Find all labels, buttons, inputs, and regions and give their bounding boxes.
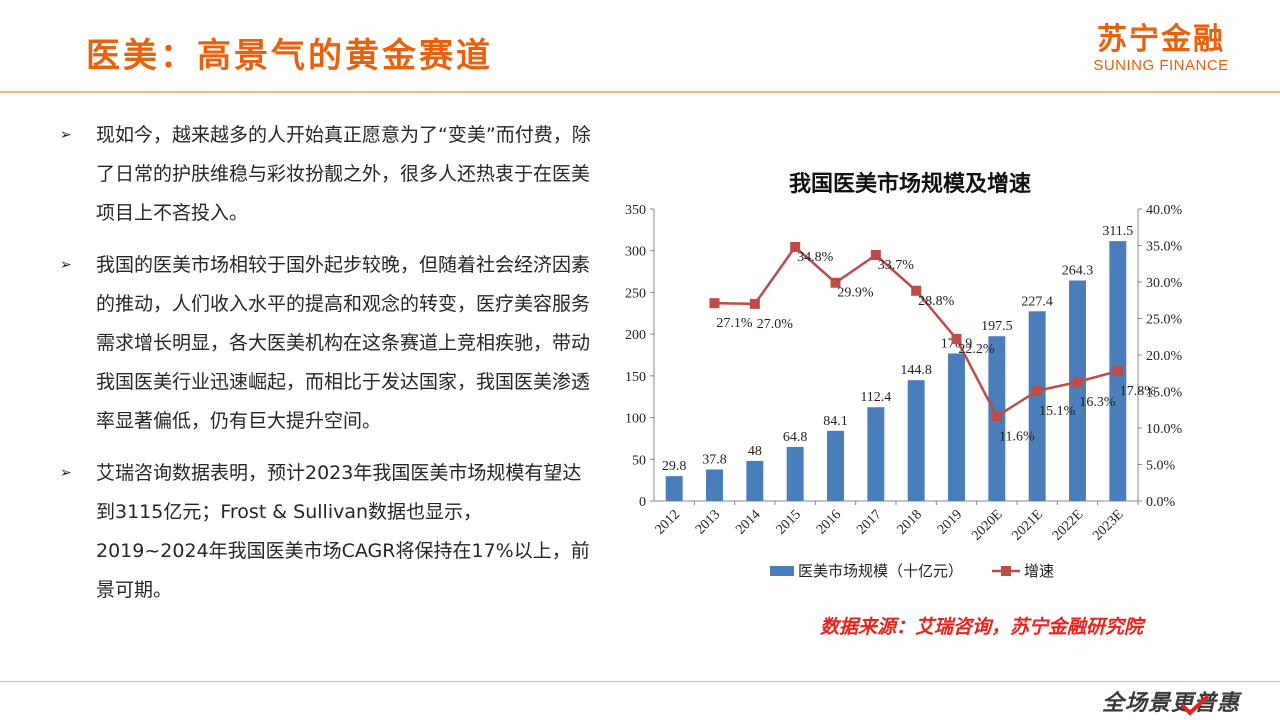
y-left-tick-label: 350	[625, 203, 646, 218]
bar	[665, 476, 683, 501]
bullet-text: 我国的医美市场相较于国外起步较晚，但随着社会经济因素的推动，人们收入水平的提高和…	[96, 254, 591, 432]
bullet-text: 现如今，越来越多的人开始真正愿意为了“变美”而付费，除了日常的护肤维稳与彩妆扮靓…	[96, 124, 591, 224]
growth-marker	[951, 333, 962, 344]
x-tick-label: 2017	[854, 507, 884, 537]
y-right-tick-label: 35.0%	[1146, 240, 1183, 255]
growth-data-label: 33.7%	[878, 258, 915, 273]
bullet-item: ➢ 我国的医美市场相较于国外起步较晚，但随着社会经济因素的推动，人们收入水平的提…	[56, 246, 596, 441]
growth-marker	[991, 411, 1002, 422]
bar-data-label: 37.8	[702, 452, 727, 467]
arrow-bullet-icon: ➢	[60, 127, 72, 143]
y-right-tick-label: 10.0%	[1146, 422, 1183, 437]
x-tick-label: 2023E	[1090, 507, 1126, 543]
legend-label-line: 增速	[1024, 562, 1054, 580]
y-right-tick-label: 15.0%	[1146, 386, 1183, 401]
y-right-tick-label: 25.0%	[1146, 313, 1183, 328]
chart-title: 我国医美市场规模及增速	[788, 172, 1031, 197]
x-tick-label: 2013	[693, 507, 723, 537]
growth-data-label: 15.1%	[1039, 404, 1076, 419]
growth-marker	[830, 277, 841, 288]
bar	[827, 430, 844, 501]
data-source-note: 数据来源：艾瑞咨询，苏宁金融研究院	[820, 616, 1144, 638]
bar	[948, 353, 965, 501]
bar	[706, 469, 723, 501]
bar	[907, 380, 925, 501]
bar-data-label: 197.5	[981, 319, 1013, 334]
bar-data-label: 48	[748, 444, 762, 459]
legend-swatch-bar	[770, 566, 794, 576]
growth-data-label: 11.6%	[999, 429, 1035, 444]
header-divider	[0, 91, 1280, 93]
checkmark-icon	[1180, 694, 1210, 716]
bar-data-label: 29.8	[662, 459, 687, 474]
growth-data-label: 28.8%	[918, 294, 955, 309]
bar-data-label: 64.8	[783, 430, 808, 445]
growth-data-label: 29.9%	[837, 286, 874, 301]
bar	[867, 407, 885, 501]
bar	[1069, 280, 1086, 501]
footer-divider	[0, 681, 1280, 682]
growth-marker	[1032, 385, 1043, 396]
bar-data-label: 84.1	[823, 414, 848, 429]
growth-marker	[911, 285, 922, 296]
page-title: 医美：高景气的黄金赛道	[86, 36, 493, 76]
growth-marker	[870, 249, 881, 260]
footer-slogan: 全场景更普惠	[1102, 691, 1241, 716]
y-right-tick-label: 40.0%	[1146, 203, 1183, 218]
growth-marker	[790, 241, 801, 252]
x-tick-label: 2019	[935, 507, 965, 537]
growth-data-label: 27.0%	[757, 317, 794, 332]
x-tick-label: 2014	[733, 507, 763, 537]
logo-text-cn: 苏宁金融	[1097, 22, 1225, 57]
legend-label-bar: 医美市场规模（十亿元）	[798, 562, 963, 580]
bar-data-label: 112.4	[860, 390, 891, 405]
legend-swatch-marker	[1001, 566, 1011, 576]
bar	[1028, 311, 1046, 501]
bar-data-label: 144.8	[900, 363, 932, 378]
growth-data-label: 27.1%	[716, 316, 753, 331]
arrow-bullet-icon: ➢	[60, 465, 72, 481]
growth-marker	[749, 298, 760, 309]
x-tick-label: 2020E	[969, 507, 1005, 543]
growth-data-label: 22.2%	[958, 342, 995, 357]
x-tick-label: 2021E	[1010, 507, 1046, 543]
growth-data-label: 34.8%	[797, 250, 834, 265]
logo-text-en: SUNING FINANCE	[1093, 57, 1229, 74]
growth-data-label: 16.3%	[1079, 395, 1116, 410]
company-logo: 苏宁金融 SUNING FINANCE	[1086, 22, 1236, 74]
bullet-item: ➢ 艾瑞咨询数据表明，预计2023年我国医美市场规模有望达到3115亿元；Fro…	[56, 454, 596, 610]
x-tick-label: 2016	[814, 507, 844, 537]
y-left-tick-label: 0	[639, 495, 646, 510]
y-right-tick-label: 5.0%	[1146, 459, 1176, 474]
x-tick-label: 2015	[774, 507, 804, 537]
y-left-tick-label: 250	[625, 286, 646, 301]
bullet-item: ➢ 现如今，越来越多的人开始真正愿意为了“变美”而付费，除了日常的护肤维稳与彩妆…	[56, 116, 596, 233]
y-right-tick-label: 30.0%	[1146, 276, 1183, 291]
bullet-list: ➢ 现如今，越来越多的人开始真正愿意为了“变美”而付费，除了日常的护肤维稳与彩妆…	[56, 116, 596, 623]
y-left-tick-label: 200	[625, 328, 646, 343]
y-left-tick-label: 150	[625, 370, 646, 385]
bar-data-label: 264.3	[1062, 263, 1094, 278]
x-tick-label: 2022E	[1050, 507, 1086, 543]
y-left-tick-label: 300	[625, 245, 646, 260]
bar	[786, 446, 804, 501]
growth-marker	[1072, 377, 1083, 388]
bullet-text: 艾瑞咨询数据表明，预计2023年我国医美市场规模有望达到3115亿元；Frost…	[96, 462, 590, 601]
y-right-tick-label: 20.0%	[1146, 349, 1183, 364]
bar-data-label: 311.5	[1102, 224, 1133, 239]
arrow-bullet-icon: ➢	[60, 257, 72, 273]
growth-marker	[709, 298, 720, 309]
bar-data-label: 227.4	[1021, 294, 1053, 309]
x-tick-label: 2018	[895, 507, 925, 537]
y-left-tick-label: 100	[625, 412, 646, 427]
growth-data-label: 17.8%	[1120, 384, 1157, 399]
market-size-chart: 0 50 100 150 200 250 300 350 0.0% 5.0% 10.0% 15.0% 2…	[625, 203, 1183, 580]
growth-marker	[1112, 366, 1123, 377]
y-right-tick-label: 0.0%	[1146, 495, 1176, 510]
y-left-tick-label: 50	[632, 453, 646, 468]
bar	[746, 460, 764, 501]
x-tick-label: 2012	[653, 507, 683, 537]
